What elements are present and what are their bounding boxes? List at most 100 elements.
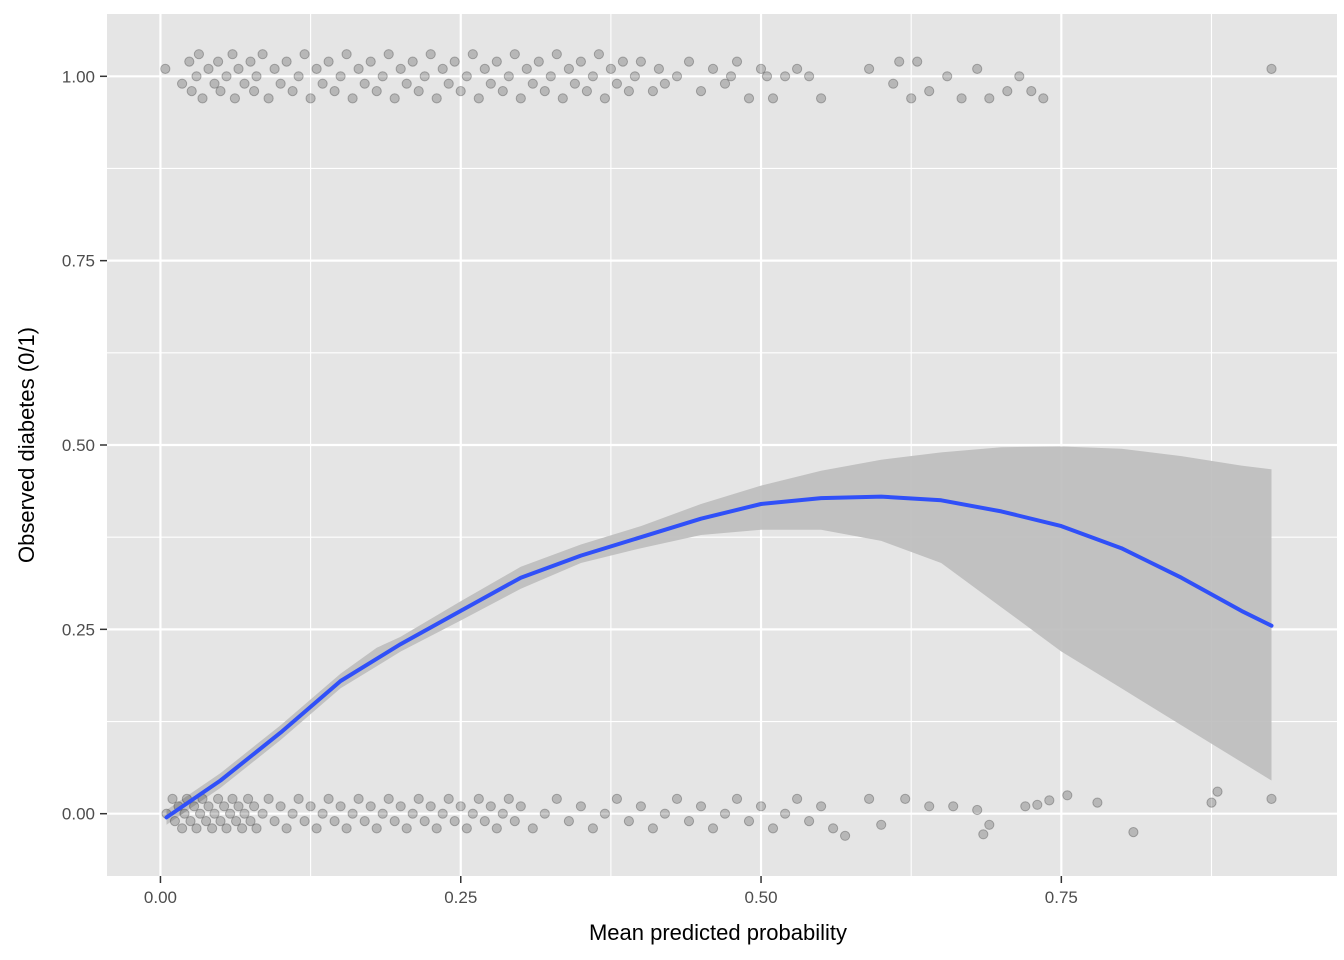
data-point-observed-1 bbox=[177, 78, 188, 89]
data-point-observed-1 bbox=[365, 56, 376, 67]
data-point-observed-0 bbox=[473, 793, 484, 805]
data-point-observed-0 bbox=[293, 793, 304, 805]
data-point-observed-0 bbox=[599, 808, 611, 819]
data-point-observed-1 bbox=[491, 56, 502, 67]
data-point-observed-0 bbox=[281, 823, 292, 834]
data-point-observed-1 bbox=[269, 63, 280, 75]
data-point-observed-0 bbox=[1044, 795, 1055, 806]
data-point-observed-1 bbox=[575, 56, 587, 67]
data-point-observed-1 bbox=[395, 63, 406, 75]
data-point-observed-0 bbox=[179, 808, 190, 819]
data-point-observed-1 bbox=[227, 49, 238, 60]
data-point-observed-0 bbox=[719, 808, 731, 819]
data-point-observed-0 bbox=[707, 823, 719, 834]
data-point-observed-1 bbox=[383, 49, 394, 60]
data-point-observed-0 bbox=[335, 801, 346, 812]
x-tick-label: 0.50 bbox=[744, 888, 777, 907]
data-point-observed-1 bbox=[731, 56, 743, 67]
data-point-observed-0 bbox=[169, 816, 180, 827]
data-point-observed-1 bbox=[755, 63, 767, 75]
data-point-observed-1 bbox=[449, 56, 460, 67]
data-point-observed-0 bbox=[671, 793, 683, 805]
data-point-observed-1 bbox=[707, 63, 719, 75]
data-point-observed-1 bbox=[563, 63, 575, 75]
data-point-observed-1 bbox=[545, 71, 556, 82]
data-point-observed-0 bbox=[1092, 797, 1103, 808]
data-point-observed-1 bbox=[719, 78, 731, 89]
data-point-observed-0 bbox=[201, 816, 212, 827]
data-point-observed-0 bbox=[647, 823, 659, 834]
data-point-observed-1 bbox=[305, 93, 316, 104]
data-point-observed-0 bbox=[347, 808, 358, 819]
data-point-observed-0 bbox=[731, 793, 743, 805]
data-point-observed-1 bbox=[683, 56, 695, 67]
data-point-observed-0 bbox=[323, 793, 334, 805]
data-point-observed-0 bbox=[1266, 793, 1277, 805]
data-point-observed-1 bbox=[956, 93, 967, 104]
data-point-observed-1 bbox=[341, 49, 352, 60]
y-tick-label: 1.00 bbox=[62, 67, 95, 86]
data-point-observed-0 bbox=[401, 823, 412, 834]
data-point-observed-1 bbox=[569, 78, 581, 89]
data-point-observed-0 bbox=[575, 801, 587, 812]
data-point-observed-0 bbox=[257, 808, 268, 819]
data-point-observed-0 bbox=[864, 793, 875, 805]
data-point-observed-1 bbox=[617, 56, 629, 67]
data-point-observed-1 bbox=[593, 49, 605, 60]
data-point-observed-0 bbox=[233, 801, 244, 812]
data-point-observed-1 bbox=[193, 49, 204, 60]
data-point-observed-0 bbox=[509, 816, 520, 827]
data-point-observed-0 bbox=[215, 816, 226, 827]
data-point-observed-0 bbox=[659, 808, 671, 819]
data-point-observed-0 bbox=[231, 816, 242, 827]
data-point-observed-0 bbox=[341, 823, 352, 834]
data-point-observed-1 bbox=[413, 86, 424, 97]
x-axis-title: Mean predicted probability bbox=[589, 920, 847, 945]
data-point-observed-1 bbox=[233, 63, 244, 75]
data-point-observed-0 bbox=[269, 816, 280, 827]
data-point-observed-1 bbox=[371, 86, 382, 97]
data-point-observed-1 bbox=[659, 78, 671, 89]
data-point-observed-1 bbox=[213, 56, 224, 67]
data-point-observed-1 bbox=[623, 86, 635, 97]
confidence-band bbox=[166, 446, 1272, 825]
data-point-observed-1 bbox=[229, 93, 240, 104]
data-point-observed-0 bbox=[948, 801, 959, 812]
data-point-observed-1 bbox=[317, 78, 328, 89]
smooth-line bbox=[164, 494, 1274, 820]
data-point-observed-1 bbox=[287, 86, 298, 97]
data-point-observed-0 bbox=[767, 823, 779, 834]
data-point-observed-0 bbox=[213, 793, 224, 805]
data-point-observed-0 bbox=[239, 808, 250, 819]
data-point-observed-1 bbox=[347, 93, 358, 104]
data-point-observed-0 bbox=[353, 793, 364, 805]
major-gridlines bbox=[107, 14, 1337, 876]
data-point-observed-0 bbox=[203, 801, 214, 812]
data-point-observed-1 bbox=[473, 93, 484, 104]
data-point-observed-1 bbox=[461, 71, 472, 82]
data-point-observed-0 bbox=[1032, 799, 1043, 810]
data-point-observed-1 bbox=[281, 56, 292, 67]
data-point-observed-1 bbox=[725, 71, 737, 82]
smooth-line-layer bbox=[164, 494, 1274, 820]
data-point-observed-1 bbox=[215, 86, 226, 97]
data-point-observed-1 bbox=[437, 63, 448, 75]
data-point-observed-1 bbox=[431, 93, 442, 104]
data-point-observed-1 bbox=[1266, 63, 1277, 75]
data-point-observed-1 bbox=[335, 71, 346, 82]
data-point-observed-0 bbox=[437, 808, 448, 819]
data-point-observed-1 bbox=[792, 63, 803, 75]
data-point-observed-1 bbox=[407, 56, 418, 67]
data-point-observed-0 bbox=[237, 823, 248, 834]
data-point-observed-0 bbox=[377, 808, 388, 819]
data-point-observed-0 bbox=[743, 816, 755, 827]
data-point-observed-1 bbox=[912, 56, 923, 67]
data-point-observed-1 bbox=[635, 56, 647, 67]
data-point-observed-0 bbox=[209, 808, 220, 819]
data-point-observed-0 bbox=[449, 816, 460, 827]
data-point-observed-0 bbox=[1020, 801, 1031, 812]
data-point-observed-1 bbox=[653, 63, 665, 75]
data-point-observed-0 bbox=[755, 801, 767, 812]
data-point-observed-0 bbox=[227, 793, 238, 805]
data-point-observed-0 bbox=[185, 816, 196, 827]
